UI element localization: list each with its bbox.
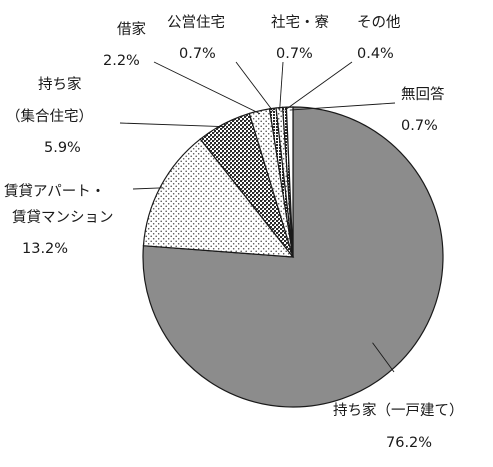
label-rental-line1: 賃貸アパート・ — [4, 183, 105, 200]
leader-lines — [119, 61, 396, 373]
leader-line-4 — [235, 61, 274, 112]
value-rental: 13.2% — [22, 241, 68, 257]
value-company-housing: 0.7% — [276, 46, 313, 62]
value-other: 0.4% — [357, 46, 394, 62]
pie-slice-0 — [142, 106, 444, 408]
pie-slices — [142, 106, 444, 408]
pie-slice-1 — [142, 138, 295, 258]
leader-line-2 — [119, 122, 226, 128]
value-own-house: 76.2% — [386, 435, 432, 451]
label-rental-line2: 賃貸マンション — [12, 209, 114, 226]
value-rented-house: 2.2% — [103, 53, 140, 69]
label-own-apartment-line1: 持ち家 — [38, 76, 82, 93]
label-rented-house: 借家 — [117, 21, 146, 38]
leader-line-1 — [132, 187, 164, 190]
leader-line-3 — [153, 61, 261, 115]
label-own-house: 持ち家（一戸建て） — [333, 402, 464, 419]
value-no-answer: 0.7% — [401, 118, 438, 134]
label-public-housing: 公営住宅 — [167, 14, 225, 31]
label-other: その他 — [357, 14, 401, 31]
leader-line-5 — [279, 61, 284, 111]
leader-line-6 — [284, 61, 353, 111]
label-no-answer: 無回答 — [401, 86, 445, 103]
label-company-housing: 社宅・寮 — [271, 13, 329, 31]
leader-line-0 — [372, 342, 395, 373]
value-own-apartment: 5.9% — [44, 140, 81, 156]
value-public-housing: 0.7% — [179, 46, 216, 62]
label-own-apartment-line2: （集合住宅） — [6, 108, 93, 125]
leader-line-7 — [289, 102, 396, 111]
